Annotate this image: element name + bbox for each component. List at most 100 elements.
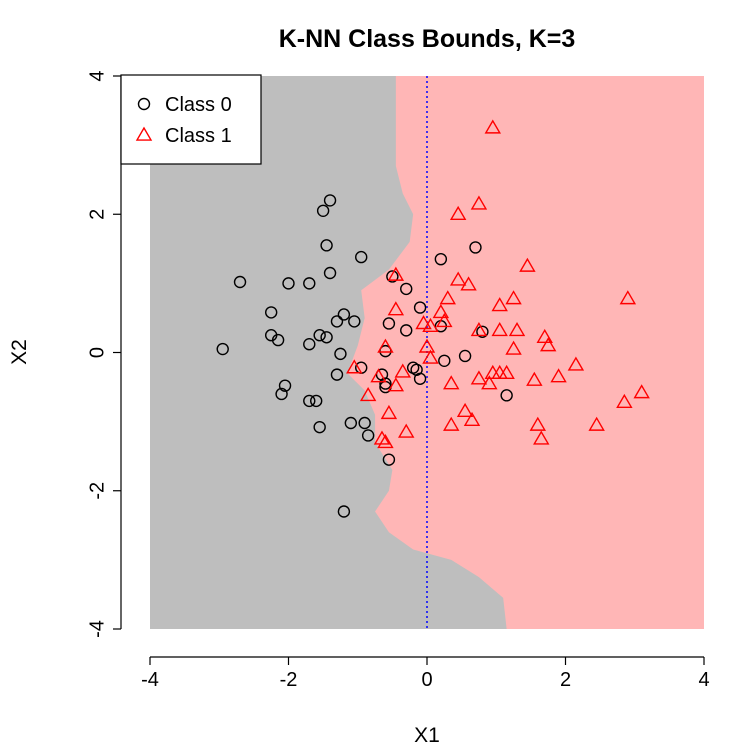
class-0-point (438, 354, 451, 367)
class-1-point (484, 119, 502, 134)
class-1-point (498, 364, 515, 379)
class-1-point (550, 368, 567, 383)
class-1-point (380, 404, 398, 420)
class-0-point (400, 324, 413, 337)
class-1-point (505, 290, 522, 305)
class-0-point (320, 239, 333, 252)
class-1-point (415, 315, 432, 330)
x-tick-label: 0 (421, 669, 432, 691)
class-1-point (567, 356, 585, 371)
class-1-point (370, 368, 387, 383)
class-0-point (361, 429, 375, 442)
class-0-point (216, 342, 229, 356)
class-1-point (463, 411, 481, 426)
x-tick-label: 4 (698, 669, 709, 691)
class-0-point (303, 277, 316, 290)
class-0-point (316, 204, 330, 217)
legend-marker-1 (135, 126, 153, 141)
class-0-point (275, 387, 288, 401)
class-0-point (379, 377, 392, 390)
class-1-point (436, 313, 453, 328)
class-0-point (334, 347, 347, 361)
class-0-point (434, 252, 448, 266)
class-1-point (536, 328, 553, 344)
class-0-point (320, 331, 333, 344)
class-0-point (358, 416, 371, 430)
y-tick-label: 2 (86, 209, 108, 220)
class-0-point (271, 333, 285, 347)
class-0-point (379, 344, 392, 358)
class-1-point (373, 430, 391, 445)
class-0-point (282, 277, 295, 290)
class-0-point (313, 329, 326, 342)
legend: Class 0 Class 1 (120, 74, 262, 165)
axes: -4 -2 0 2 4 -4 -2 0 2 4 (86, 70, 709, 691)
class-1-point (619, 290, 637, 305)
class-1-point (398, 423, 415, 438)
class-1-point (491, 297, 508, 312)
class-1-point (394, 363, 411, 378)
class-0-point (337, 308, 351, 321)
class-0-point (303, 394, 316, 408)
class-0-point (348, 315, 361, 328)
legend-marker-0 (137, 97, 151, 111)
class-0-point (303, 338, 316, 351)
x-tick-label: -4 (141, 669, 159, 691)
class-1-point (449, 205, 467, 220)
class-1-point (387, 301, 405, 316)
class-1-point (505, 340, 522, 355)
class-0-point (500, 389, 513, 402)
class-1-point (422, 317, 439, 332)
class-1-point (377, 433, 394, 449)
class-0-point (355, 250, 368, 264)
class-0-point (382, 317, 396, 330)
legend-box (120, 74, 262, 165)
class-0-point (344, 416, 358, 430)
class-0-point (382, 453, 396, 466)
class-0-point (313, 420, 326, 434)
class-1-point (491, 321, 508, 337)
class-0-point (323, 194, 337, 207)
class-0-point (386, 270, 399, 283)
class-1-point (539, 337, 557, 352)
y-tick-label: 0 (86, 347, 108, 358)
class-1-point (470, 195, 488, 210)
class-0-point (458, 349, 472, 363)
class-1-point (470, 321, 488, 337)
class-1-point (616, 393, 633, 409)
class-1-point (449, 271, 467, 286)
legend-label-1: Class 1 (165, 125, 232, 147)
class-1-point (387, 377, 405, 392)
class-0-point (476, 325, 489, 338)
class-0-point (278, 379, 292, 392)
class-1-point (422, 349, 439, 364)
class-1-point (359, 386, 377, 402)
class-1-point (443, 375, 460, 390)
class-1-point (508, 321, 526, 337)
class-0-point (330, 368, 344, 381)
class-1-point (519, 257, 536, 272)
class-1-point (456, 402, 474, 417)
data-points (216, 119, 650, 518)
class-0-point (310, 394, 323, 408)
class-0-point (330, 315, 344, 328)
class-0-point (469, 241, 482, 254)
class-0-point (323, 266, 337, 280)
class-1-point (443, 416, 460, 431)
y-axis-label: X2 (8, 339, 31, 365)
class-0-point (337, 505, 351, 518)
class-0-point (413, 372, 427, 385)
class-1-point (460, 276, 477, 291)
class-1-point (470, 370, 488, 385)
class-1-point (588, 416, 605, 431)
y-tick-label: -4 (86, 620, 108, 638)
chart-title: K-NN Class Bounds, K=3 (279, 25, 576, 53)
class-0-point (400, 282, 413, 296)
class-1-point (526, 371, 543, 386)
class-1-point (481, 375, 498, 390)
class-1-point (439, 290, 456, 305)
class-1-point (633, 384, 650, 399)
class-1-point (484, 364, 502, 379)
x-tick-label: 2 (560, 669, 571, 691)
class-0-region (150, 76, 507, 629)
